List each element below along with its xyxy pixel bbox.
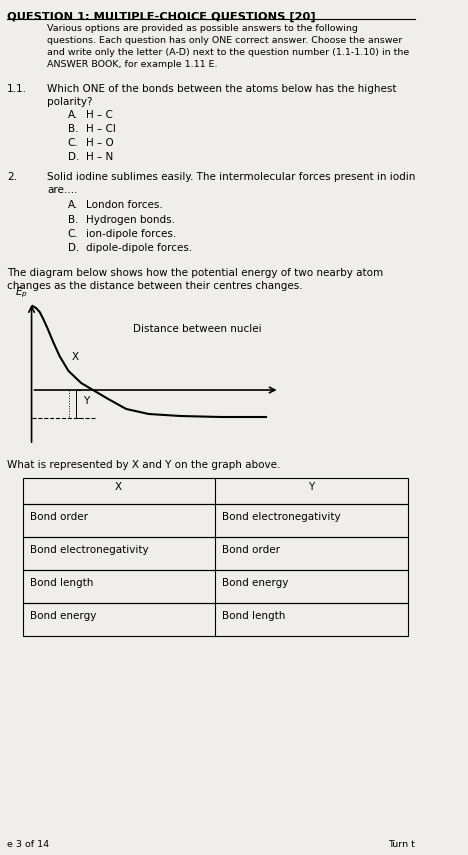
Bar <box>22 603 408 636</box>
Text: H – C: H – C <box>86 110 112 120</box>
Text: Turn t: Turn t <box>388 840 415 849</box>
Text: What is represented by X and Y on the graph above.: What is represented by X and Y on the gr… <box>7 460 281 470</box>
Text: H – N: H – N <box>86 152 113 162</box>
Text: The diagram below shows how the potential energy of two nearby atom
changes as t: The diagram below shows how the potentia… <box>7 268 383 292</box>
Text: Bond electronegativity: Bond electronegativity <box>222 512 340 522</box>
Text: Distance between nuclei: Distance between nuclei <box>133 324 262 334</box>
Text: Which ONE of the bonds between the atoms below has the highest
polarity?: Which ONE of the bonds between the atoms… <box>47 84 396 107</box>
Text: A.: A. <box>68 200 78 210</box>
Text: QUESTION 1: MULTIPLE-CHOICE QUESTIONS [20]: QUESTION 1: MULTIPLE-CHOICE QUESTIONS [2… <box>7 12 316 22</box>
Text: H – O: H – O <box>86 138 113 148</box>
Text: C.: C. <box>68 138 78 148</box>
Text: ion-dipole forces.: ion-dipole forces. <box>86 229 176 239</box>
Text: dipole-dipole forces.: dipole-dipole forces. <box>86 243 192 253</box>
Bar <box>22 570 408 603</box>
Text: Bond order: Bond order <box>222 545 280 555</box>
Text: Various options are provided as possible answers to the following
questions. Eac: Various options are provided as possible… <box>47 24 409 69</box>
Text: Bond electronegativity: Bond electronegativity <box>30 545 148 555</box>
Text: Y: Y <box>83 396 89 406</box>
Bar <box>22 504 408 537</box>
Text: B.: B. <box>68 215 78 225</box>
Text: C.: C. <box>68 229 78 239</box>
Text: Bond energy: Bond energy <box>222 578 288 588</box>
Text: Hydrogen bonds.: Hydrogen bonds. <box>86 215 175 225</box>
Text: D.: D. <box>68 152 79 162</box>
Text: Y: Y <box>308 482 314 492</box>
Bar <box>22 537 408 570</box>
Text: e 3 of 14: e 3 of 14 <box>7 840 49 849</box>
Text: 1.1.: 1.1. <box>7 84 27 94</box>
Text: H – Cl: H – Cl <box>86 124 116 134</box>
Bar <box>22 478 408 504</box>
Text: D.: D. <box>68 243 79 253</box>
Text: Bond order: Bond order <box>30 512 88 522</box>
Text: 2.: 2. <box>7 172 17 182</box>
Text: Bond length: Bond length <box>222 611 285 621</box>
Text: A.: A. <box>68 110 78 120</box>
Text: $E_p$: $E_p$ <box>15 286 28 300</box>
Text: X: X <box>71 352 78 362</box>
Text: Solid iodine sublimes easily. The intermolecular forces present in iodin
are.…: Solid iodine sublimes easily. The interm… <box>47 172 415 195</box>
Text: London forces.: London forces. <box>86 200 162 210</box>
Text: Bond energy: Bond energy <box>30 611 96 621</box>
Text: Bond length: Bond length <box>30 578 93 588</box>
Text: X: X <box>115 482 122 492</box>
Text: B.: B. <box>68 124 78 134</box>
